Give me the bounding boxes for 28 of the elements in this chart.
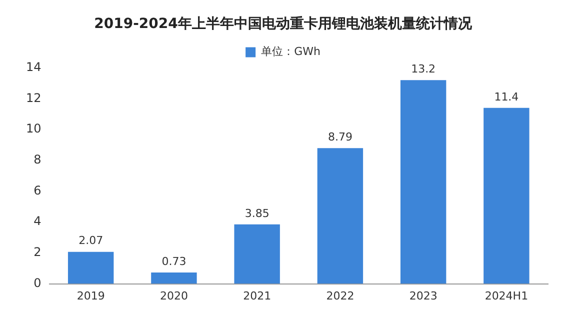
chart-title: 2019-2024年上半年中国电动重卡用锂电池装机量统计情况 [94, 15, 473, 32]
data-label: 2.07 [78, 234, 104, 248]
y-tick-label: 12 [26, 90, 42, 105]
x-tick-label: 2023 [409, 289, 438, 302]
x-tick-label: 2021 [243, 289, 272, 302]
y-tick-label: 6 [34, 183, 42, 198]
y-tick-label: 2 [34, 245, 42, 260]
data-label: 3.85 [244, 206, 270, 220]
x-tick-label: 2024H1 [484, 289, 528, 302]
data-label: 11.4 [494, 90, 519, 104]
y-tick-label: 4 [34, 214, 42, 228]
bar [400, 80, 446, 284]
data-label: 0.73 [162, 254, 186, 268]
bar [484, 108, 530, 284]
x-tick-label: 2020 [160, 289, 188, 302]
bar [151, 272, 197, 284]
data-label: 13.2 [411, 62, 436, 76]
y-tick-label: 10 [26, 122, 42, 136]
bar [234, 224, 280, 284]
y-tick-label: 0 [34, 276, 42, 290]
y-tick-label: 14 [26, 60, 42, 74]
bar [68, 252, 114, 284]
x-tick-label: 2022 [326, 289, 354, 302]
bar [317, 148, 364, 284]
data-label: 8.79 [328, 130, 352, 144]
x-tick-label: 2019 [76, 289, 105, 302]
y-tick-label: 8 [34, 152, 42, 166]
legend-label: 单位：GWh [261, 45, 320, 58]
